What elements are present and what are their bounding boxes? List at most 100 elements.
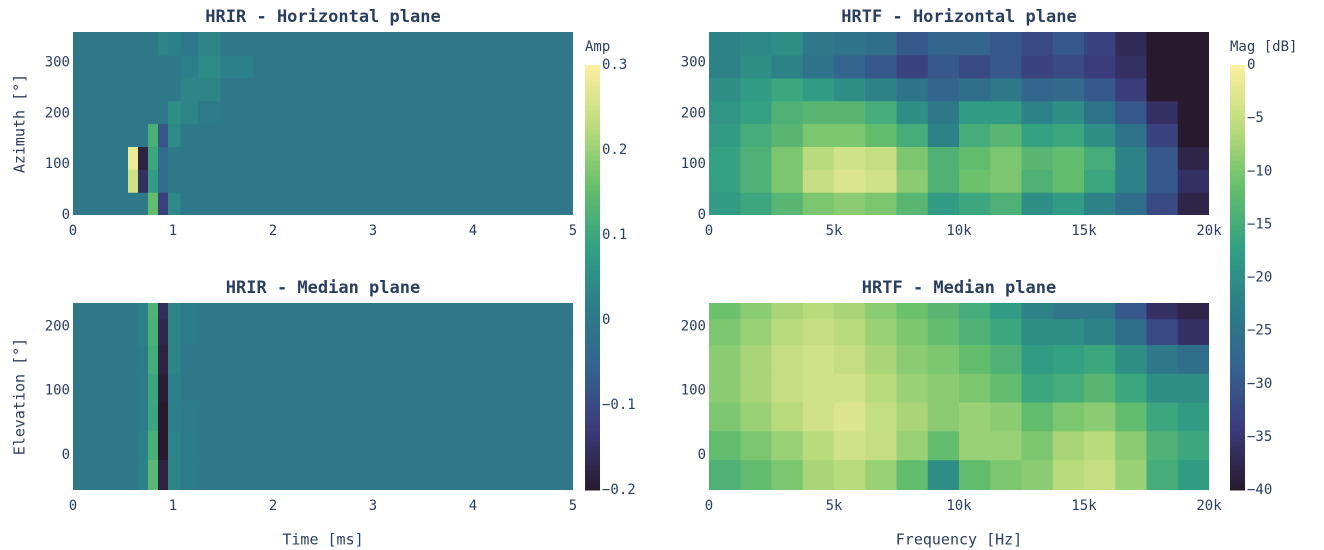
heatmap-cell	[180, 430, 199, 461]
heatmap-cell	[138, 100, 149, 125]
heatmap-cell	[220, 344, 254, 374]
heatmap-cell	[709, 459, 741, 490]
colorbar-band	[1230, 395, 1245, 401]
heatmap-cell	[138, 430, 149, 461]
heatmap-cell	[740, 169, 773, 193]
heatmap-cell	[1021, 77, 1054, 102]
colorbar-band	[1230, 90, 1245, 96]
y-tick-label: 0	[62, 207, 70, 223]
colorbar-band	[1230, 405, 1245, 411]
heatmap-cell	[771, 318, 804, 345]
x-tick-label: 0	[69, 498, 77, 514]
heatmap-cell	[180, 344, 199, 374]
colorbar-band	[1230, 360, 1245, 366]
heatmap-cell	[398, 373, 449, 403]
heatmap-cell	[990, 192, 1023, 215]
heatmap-cell	[1146, 54, 1179, 79]
heatmap-cell	[896, 32, 929, 56]
heatmap-cell	[1021, 344, 1054, 374]
heatmap-cell	[709, 401, 741, 432]
heatmap-cell	[959, 100, 991, 125]
heatmap-cell	[927, 54, 960, 79]
y-tick-label: 200	[681, 319, 706, 335]
heatmap-cell	[865, 303, 898, 320]
heatmap-cell	[180, 373, 199, 403]
colorbar-band	[1230, 65, 1245, 71]
x-tick-label: 5	[569, 223, 577, 239]
colorbar-band	[1230, 305, 1245, 311]
heatmap-cell	[158, 100, 169, 125]
heatmap-cell	[158, 192, 169, 215]
y-tick-label: 200	[681, 105, 706, 121]
heatmap-cell	[990, 303, 1023, 320]
colorbar-band	[585, 305, 600, 311]
heatmap-cell	[1052, 459, 1085, 490]
heatmap-cell	[771, 54, 804, 79]
heatmap-cell	[1146, 459, 1179, 490]
heatmap-cell	[73, 303, 109, 320]
heatmap-cell	[865, 146, 898, 170]
colorbar-band	[1230, 210, 1245, 216]
heatmap-cell	[802, 169, 835, 193]
heatmap-cell	[348, 318, 399, 345]
heatmap-cell	[348, 54, 399, 79]
heatmap-cell	[168, 318, 182, 345]
heatmap-cell	[503, 123, 573, 147]
x-tick-label: 0	[69, 223, 77, 239]
colorbar-band	[585, 295, 600, 301]
colorbar-band	[585, 250, 600, 256]
heatmap-cell	[709, 100, 741, 125]
heatmap-cell	[73, 146, 109, 170]
heatmap-cell	[1177, 459, 1209, 490]
y-tick-label: 100	[45, 383, 70, 399]
colorbar-band	[585, 155, 600, 161]
heatmap-cell	[138, 459, 149, 490]
colorbar-band	[585, 400, 600, 406]
heatmap-cell	[1084, 401, 1116, 432]
colorbar-band	[1230, 165, 1245, 171]
heatmap-cell	[1084, 169, 1116, 193]
colorbar-band	[1230, 95, 1245, 101]
heatmap-cell	[1052, 77, 1085, 102]
y-tick-label: 200	[45, 319, 70, 335]
heatmap-cell	[1115, 373, 1148, 403]
colorbar-tick-label: −30	[1247, 376, 1272, 392]
heatmap-cell	[927, 344, 960, 374]
heatmap-cell	[298, 77, 349, 102]
colorbar-band	[585, 435, 600, 441]
heatmap-cell	[108, 373, 129, 403]
heatmap-cell	[503, 54, 573, 79]
colorbar-band	[1230, 335, 1245, 341]
heatmap-cell	[198, 318, 222, 345]
heatmap-cell	[927, 192, 960, 215]
colorbar-band	[1230, 390, 1245, 396]
heatmap-cell	[709, 344, 741, 374]
heatmap-cell	[834, 303, 866, 320]
colorbar-band	[1230, 290, 1245, 296]
heatmap-cell	[927, 373, 960, 403]
heatmap-cell	[959, 169, 991, 193]
colorbar-band	[1230, 330, 1245, 336]
x-tick-label: 15k	[1071, 223, 1097, 239]
heatmap-cell	[253, 430, 299, 461]
heatmap-cell	[1021, 54, 1054, 79]
heatmap-cell	[220, 100, 254, 125]
colorbar-band	[1230, 315, 1245, 321]
colorbar-band	[1230, 450, 1245, 456]
heatmap-cell	[503, 459, 573, 490]
heatmap-cell	[1052, 100, 1085, 125]
colorbar-band	[585, 340, 600, 346]
heatmap-cell	[398, 100, 449, 125]
heatmap-cell	[148, 77, 159, 102]
heatmap-cell	[1021, 318, 1054, 345]
colorbar-band	[585, 290, 600, 296]
colorbar-band	[1230, 420, 1245, 426]
heatmap-cell	[73, 32, 109, 56]
heatmap-cell	[128, 32, 139, 56]
heatmap-cell	[834, 169, 866, 193]
colorbar-band	[1230, 445, 1245, 451]
heatmap-cell	[448, 146, 504, 170]
heatmap-cell	[220, 303, 254, 320]
heatmap-cell	[1052, 32, 1085, 56]
colorbar-band	[585, 390, 600, 396]
